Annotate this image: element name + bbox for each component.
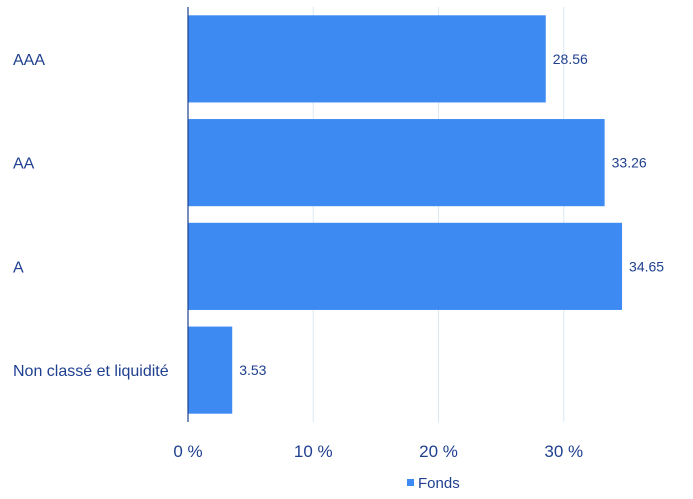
x-tick-label-1: 10 %: [294, 442, 333, 461]
x-tick-label-2: 20 %: [419, 442, 458, 461]
x-tick-label-0: 0 %: [173, 442, 202, 461]
bar-1[interactable]: [188, 119, 605, 207]
x-tick-label-3: 30 %: [544, 442, 583, 461]
legend-label-fonds: Fonds: [418, 475, 460, 492]
data-label-2: 34.65: [629, 258, 664, 274]
bar-2[interactable]: [188, 222, 623, 310]
category-label-2: A: [13, 259, 24, 276]
bar-3[interactable]: [188, 326, 233, 414]
bars: [188, 15, 623, 414]
bar-0[interactable]: [188, 15, 546, 103]
x-tick-labels: 0 % 10 % 20 % 30 %: [173, 442, 583, 461]
category-label-1: AA: [13, 156, 35, 173]
data-labels: 28.56 33.26 34.65 3.53: [239, 51, 664, 378]
legend-swatch-fonds: [407, 479, 414, 486]
category-label-3: Non classé et liquidité: [13, 363, 169, 380]
legend[interactable]: Fonds: [407, 475, 460, 492]
data-label-3: 3.53: [239, 362, 266, 378]
category-label-0: AAA: [13, 52, 45, 69]
data-label-0: 28.56: [553, 51, 588, 67]
data-label-1: 33.26: [612, 155, 647, 171]
